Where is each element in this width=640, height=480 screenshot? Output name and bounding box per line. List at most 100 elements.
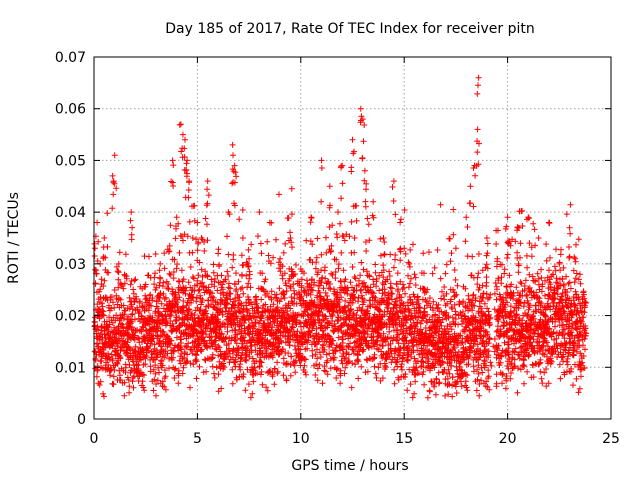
data-point <box>150 366 157 373</box>
data-point <box>436 379 443 386</box>
data-point <box>166 242 173 249</box>
data-point <box>488 362 495 369</box>
data-point <box>222 276 229 283</box>
data-point <box>104 318 110 325</box>
data-point <box>443 261 450 268</box>
data-point <box>117 296 124 303</box>
data-point <box>450 231 457 238</box>
data-point <box>131 316 138 323</box>
data-point <box>110 381 117 388</box>
data-point <box>287 229 293 236</box>
data-point <box>216 327 222 333</box>
data-point <box>475 82 481 89</box>
data-point <box>234 331 241 338</box>
data-point <box>483 274 490 281</box>
data-point <box>213 364 220 371</box>
data-point <box>535 235 542 241</box>
data-point <box>363 248 370 254</box>
data-point <box>424 394 431 401</box>
data-point <box>377 235 384 242</box>
data-point <box>517 240 524 247</box>
data-point <box>426 249 432 256</box>
data-point <box>185 187 192 193</box>
data-point <box>406 263 413 270</box>
data-point <box>202 268 209 275</box>
data-point <box>171 375 178 381</box>
data-point <box>218 331 225 338</box>
data-point <box>404 387 411 394</box>
data-point <box>203 331 209 338</box>
data-point <box>307 238 314 245</box>
data-point <box>230 152 236 159</box>
data-point <box>161 296 168 302</box>
data-point <box>126 383 133 390</box>
data-point <box>566 254 573 261</box>
data-point <box>214 287 221 294</box>
data-point <box>246 275 253 282</box>
data-point <box>370 198 377 205</box>
data-point <box>327 365 334 372</box>
data-point <box>475 74 482 81</box>
data-point <box>167 271 174 278</box>
data-point <box>373 374 380 381</box>
data-point <box>201 248 208 254</box>
data-point <box>504 214 511 221</box>
data-point <box>156 369 163 376</box>
data-point <box>411 390 418 397</box>
data-point <box>99 303 106 310</box>
data-point <box>318 165 325 171</box>
data-point <box>227 285 234 292</box>
data-point <box>338 195 345 202</box>
data-point <box>288 185 295 192</box>
data-point <box>246 271 253 278</box>
data-point <box>314 377 321 384</box>
data-point <box>204 178 211 185</box>
data-point <box>576 385 583 392</box>
data-point <box>474 149 481 156</box>
data-point <box>111 304 118 311</box>
data-point <box>151 281 158 288</box>
data-point <box>215 318 222 325</box>
data-point <box>577 271 583 278</box>
data-point <box>358 363 365 370</box>
data-point <box>148 302 155 309</box>
data-point <box>190 295 197 301</box>
data-point <box>543 257 550 264</box>
data-point <box>204 344 211 351</box>
data-point <box>203 310 210 317</box>
data-point <box>218 272 225 279</box>
data-point <box>99 365 106 372</box>
data-point <box>157 260 164 267</box>
data-point <box>365 221 372 228</box>
data-point <box>514 389 521 396</box>
data-point <box>202 307 209 314</box>
data-point <box>146 321 153 328</box>
data-point <box>380 235 387 241</box>
data-point <box>401 245 408 252</box>
data-point <box>109 205 116 212</box>
data-point <box>546 220 553 227</box>
data-point <box>141 387 148 394</box>
data-point <box>201 356 208 363</box>
data-point <box>582 299 589 305</box>
data-point <box>162 373 169 380</box>
data-point <box>109 355 116 362</box>
data-point <box>236 363 243 370</box>
data-point <box>230 252 237 258</box>
data-point <box>459 321 465 327</box>
data-point <box>567 230 574 237</box>
data-point <box>283 377 290 384</box>
data-point <box>97 378 104 385</box>
data-point <box>435 369 442 376</box>
data-point <box>372 370 379 377</box>
data-point <box>380 342 386 349</box>
data-point <box>194 304 201 311</box>
data-point <box>474 274 481 281</box>
data-point <box>127 345 133 352</box>
data-point <box>233 270 239 277</box>
grid <box>94 57 611 419</box>
data-point <box>96 382 103 388</box>
data-point <box>172 365 179 372</box>
data-point <box>215 250 222 257</box>
data-point <box>101 277 108 284</box>
